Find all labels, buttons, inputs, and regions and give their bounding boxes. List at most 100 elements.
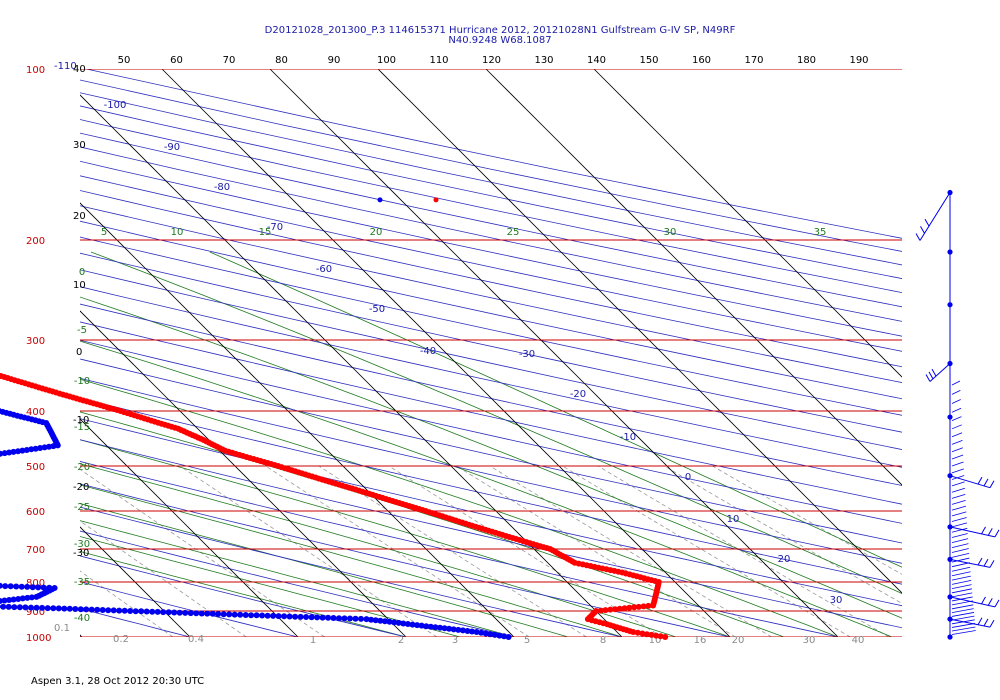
dewpoint-point <box>391 619 398 626</box>
left-temp-label: 20 <box>73 211 86 222</box>
dewpoint-point <box>160 609 167 616</box>
dewpoint-point <box>450 626 457 633</box>
dry-adiabat <box>80 205 902 383</box>
mixing-ratio-label: 2 <box>398 635 404 646</box>
wind-barb-tick <box>951 592 973 598</box>
dewpoint-point <box>491 631 498 638</box>
mixing-ratio-label: 0.4 <box>188 634 204 645</box>
top-axis-tick-label: 180 <box>797 55 816 66</box>
isotherm-label: -90 <box>164 142 180 153</box>
moist-adiabat <box>80 503 569 637</box>
moist-adiabat <box>80 340 893 637</box>
moist-adiabat <box>80 378 839 637</box>
dewpoint-point <box>264 612 271 619</box>
dewpoint-point <box>1 597 8 604</box>
dry-adiabat <box>80 190 902 368</box>
dewpoint-point <box>15 448 21 455</box>
wind-barb-tick <box>951 533 968 538</box>
wind-barb-flag <box>977 557 983 566</box>
wind-barb-tick <box>951 566 971 572</box>
isotherm-label: -60 <box>316 264 332 275</box>
dry-adiabat <box>80 269 902 450</box>
chart-title-line2: N40.9248 W68.1087 <box>448 35 551 46</box>
left-temp-label: -20 <box>73 482 89 493</box>
pressure-tick-label: 700 <box>26 545 45 556</box>
dewpoint-point <box>46 443 52 450</box>
dewpoint-point <box>165 609 172 616</box>
dry-adiabat <box>80 160 902 337</box>
dewpoint-point <box>501 633 507 640</box>
mixing-ratio-label: 0.1 <box>54 623 70 634</box>
pressure-tick-label: 200 <box>26 236 45 247</box>
wind-barb-flag <box>994 529 1000 538</box>
top-axis-tick-label: 120 <box>482 55 501 66</box>
dewpoint-point <box>6 597 13 603</box>
dewpoint-point <box>404 621 411 627</box>
dewpoint-point <box>400 620 407 627</box>
dewpoint-point <box>487 631 494 638</box>
dewpoint-point <box>35 584 42 591</box>
wind-barb-flag <box>994 599 1000 608</box>
isotherm-label: -30 <box>519 349 535 360</box>
dewpoint-point <box>138 608 145 615</box>
dewpoint-point <box>16 604 23 611</box>
dry-adiabat <box>80 483 731 637</box>
temperature-point <box>635 603 642 610</box>
saturation-adiabat-label: 25 <box>507 227 520 238</box>
top-axis-tick-label: 170 <box>744 55 763 66</box>
dry-adiabat <box>80 146 902 322</box>
dry-adiabat <box>80 132 902 308</box>
wind-barb-flag <box>920 226 925 234</box>
wind-barb-tick <box>951 615 975 621</box>
wind-barb-tick <box>951 432 963 438</box>
saturation-adiabat-label: 0 <box>79 267 85 278</box>
dry-adiabat <box>80 236 902 416</box>
dewpoint-point <box>473 629 480 635</box>
dewpoint-point <box>7 583 14 590</box>
dewpoint-point <box>215 611 222 617</box>
dewpoint-point <box>368 616 375 623</box>
wind-barb-tick <box>951 439 963 445</box>
saturation-adiabat-label: 15 <box>259 227 272 238</box>
series-layer <box>0 197 669 640</box>
saturation-adiabat-label: -40 <box>74 613 90 624</box>
dewpoint-point <box>336 615 342 622</box>
dry-adiabat <box>80 397 902 585</box>
pressure-tick-label: 1000 <box>26 633 51 644</box>
wind-barb-tick <box>951 416 962 422</box>
dry-adiabat <box>80 506 623 637</box>
isotherm <box>269 69 839 637</box>
wind-barb-tick <box>951 499 966 505</box>
dewpoint-point <box>352 615 359 622</box>
wind-barb-flag <box>977 476 983 485</box>
dewpoint-point <box>209 610 216 617</box>
saturation-adiabat-label: -30 <box>74 539 90 550</box>
dewpoint-point <box>237 611 244 618</box>
dewpoint-point <box>0 450 4 457</box>
wind-barb-flag <box>989 480 995 488</box>
dewpoint-point <box>37 445 44 451</box>
dewpoint-point <box>50 443 57 450</box>
dewpoint-point <box>319 614 326 621</box>
isotherm-label: -100 <box>104 100 127 111</box>
dewpoint-point <box>77 606 84 613</box>
left-temp-label: 30 <box>73 140 86 151</box>
top-axis-tick-label: 140 <box>587 55 606 66</box>
dewpoint-point <box>72 606 79 612</box>
dewpoint-point <box>347 615 353 622</box>
dewpoint-point <box>23 447 30 453</box>
saturation-adiabat-label: -35 <box>74 577 90 588</box>
wind-barb-tick <box>951 380 961 386</box>
wind-barb-tick <box>951 588 972 594</box>
dry-adiabat <box>80 439 902 629</box>
dewpoint-point <box>110 607 117 614</box>
wind-barb <box>949 526 996 538</box>
pressure-tick-label: 100 <box>26 65 45 76</box>
mixing-ratio-line <box>318 465 587 637</box>
dewpoint-point <box>0 603 7 610</box>
wind-barb-tick <box>951 527 968 533</box>
top-axis-tick-label: 150 <box>639 55 658 66</box>
wind-barb-tick <box>951 612 975 617</box>
wind-barb-tick <box>951 619 975 625</box>
